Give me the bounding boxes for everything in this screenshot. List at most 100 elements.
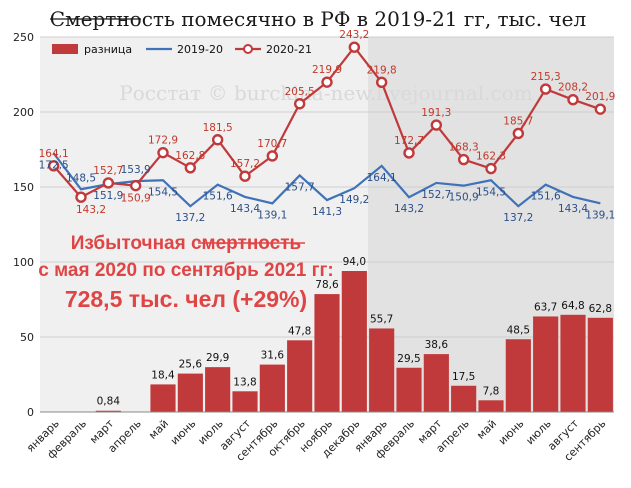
series-2020-21-marker	[512, 127, 525, 140]
legend-label: 2019-20	[177, 43, 223, 56]
bar	[423, 354, 449, 412]
series-2019-20-label: 157,7	[285, 181, 315, 193]
series-2020-21-marker	[157, 146, 169, 159]
series-2019-20-label: 149,2	[339, 194, 369, 206]
legend-marker-2020	[243, 44, 253, 54]
y-tick-label: 150	[13, 181, 34, 194]
bar	[205, 367, 231, 412]
legend: разница 2019-20 2020-21	[52, 43, 312, 56]
series-2020-21-marker	[266, 150, 279, 162]
series-2020-21-label: 208,2	[558, 82, 588, 94]
series-2019-20-label: 150,9	[449, 192, 479, 204]
series-2020-21-label: 219,8	[367, 64, 397, 76]
series-2020-21-marker	[539, 83, 552, 95]
series-2019-20-label: 151,9	[93, 190, 123, 202]
series-2020-21-label: 205,5	[285, 86, 315, 98]
y-tick-label: 50	[20, 331, 34, 344]
series-2020-21-marker	[47, 160, 60, 172]
series-2019-20-label: 148,5	[66, 172, 96, 184]
y-tick-label: 0	[27, 406, 34, 419]
series-2020-21-marker	[129, 179, 142, 192]
series-2020-21-marker	[102, 177, 115, 189]
series-2020-21-label: 157,2	[230, 158, 260, 170]
series-2020-21-marker	[403, 147, 415, 159]
series-2020-21-marker	[75, 191, 87, 203]
bar-data-label: 29,9	[206, 352, 229, 364]
series-2020-21-label: 185,7	[503, 115, 533, 127]
bar	[396, 367, 422, 412]
series-2020-21-label: 170,7	[257, 138, 287, 150]
series-2020-21-marker	[457, 153, 470, 166]
bar-data-label: 63,7	[534, 301, 557, 313]
bar	[505, 339, 531, 412]
series-2020-21-label: 164,1	[39, 148, 69, 160]
bar-data-label: 13,8	[233, 376, 256, 388]
bar-data-label: 64,8	[561, 300, 584, 312]
series-2020-21-label: 191,3	[421, 107, 451, 119]
series-2019-20-label: 139,1	[257, 209, 287, 221]
series-2019-20-label: 141,3	[312, 206, 342, 218]
bar	[95, 410, 121, 412]
series-2019-20-label: 143,4	[558, 203, 588, 215]
annotation-line2: с мая 2020 по сентябрь 2021 гг:	[38, 260, 334, 281]
series-2020-21-label: 143,2	[76, 204, 106, 216]
series-2020-21-label: 162,8	[175, 150, 205, 162]
series-2019-20-label: 151,6	[531, 191, 561, 203]
bar-data-label: 94,0	[343, 256, 366, 268]
bar-data-label: 18,4	[151, 369, 175, 381]
bar-data-label: 0,84	[97, 396, 121, 408]
series-2019-20-label: 154,5	[476, 186, 506, 198]
bar-data-label: 29,5	[397, 353, 420, 365]
bar	[341, 271, 367, 412]
legend-swatch-diff	[52, 44, 78, 54]
x-tick-label: июнь	[168, 417, 198, 447]
bar	[259, 364, 285, 412]
bar-data-label: 31,6	[261, 350, 285, 362]
bar	[369, 328, 395, 412]
series-2020-21-marker	[184, 162, 197, 174]
series-2020-21-label: 172,9	[148, 135, 178, 147]
series-2019-20-label: 137,2	[503, 212, 533, 224]
series-2020-21-label: 219,9	[312, 64, 342, 76]
bar	[478, 400, 504, 412]
bar	[587, 317, 613, 412]
series-2019-20-label: 172,5	[39, 159, 69, 171]
bar	[287, 340, 313, 412]
bar-data-label: 17,5	[452, 371, 475, 383]
series-2020-21-marker	[321, 76, 333, 88]
series-2020-21-label: 201,9	[585, 91, 615, 103]
series-2019-20-label: 154,5	[148, 186, 178, 198]
series-2020-21-marker	[485, 162, 497, 175]
bar-data-label: 47,8	[288, 325, 311, 337]
bar	[314, 294, 340, 412]
series-2020-21-label: 215,3	[531, 71, 561, 83]
series-2019-20-label: 139,1	[585, 209, 615, 221]
series-2019-20-label: 151,6	[203, 191, 233, 203]
series-2020-21-marker	[348, 41, 361, 53]
series-2019-20-label: 137,2	[175, 212, 205, 224]
series-2020-21-label: 168,3	[449, 142, 479, 154]
bar-data-label: 78,6	[315, 279, 339, 291]
bar-data-label: 62,8	[589, 303, 612, 315]
x-tick-label: июнь	[496, 417, 526, 447]
series-2020-21-label: 150,9	[121, 193, 151, 205]
bar-data-label: 55,7	[370, 313, 393, 325]
bar	[560, 314, 586, 412]
series-2020-21-label: 172,7	[394, 135, 424, 147]
annotation-line3: 728,5 тыс. чел (+29%)	[65, 286, 307, 312]
bar-data-label: 48,5	[507, 324, 530, 336]
bar	[232, 391, 258, 412]
annotation-line1: Избыточная смертность	[71, 233, 301, 254]
series-2019-20-line	[52, 152, 601, 208]
bar	[451, 385, 477, 412]
y-tick-label: 200	[13, 106, 34, 119]
series-2020-21-label: 152,7	[93, 165, 123, 177]
series-2020-21-marker	[430, 119, 443, 131]
series-2019-20-label: 143,4	[230, 203, 260, 215]
series-2020-21-marker	[594, 103, 607, 115]
series-2020-21-label: 162,3	[476, 151, 506, 163]
series-2020-21-label: 243,2	[339, 29, 369, 41]
y-tick-label: 250	[13, 31, 34, 44]
